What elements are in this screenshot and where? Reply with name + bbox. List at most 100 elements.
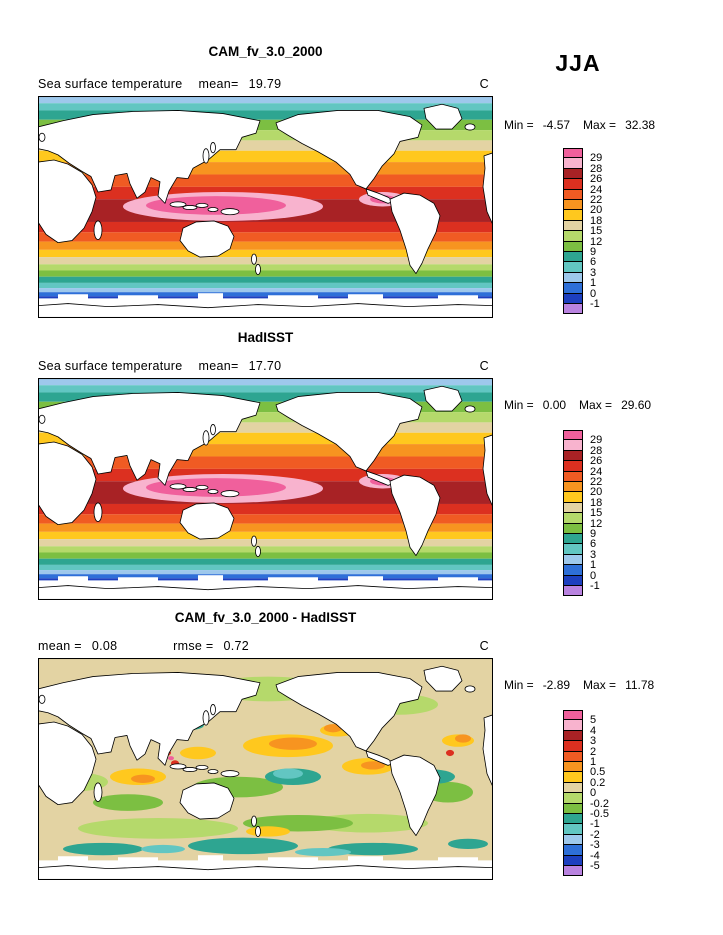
colorbar-cell	[563, 730, 583, 742]
colorbar-cell	[563, 272, 583, 284]
panel1-title: CAM_fv_3.0_2000	[208, 44, 323, 59]
units-label: C	[479, 639, 489, 653]
colorbar-cell	[563, 544, 583, 555]
colorbar-cell	[563, 231, 583, 242]
variable-label: Sea surface temperature	[38, 359, 183, 373]
mean-label: mean=	[198, 77, 239, 91]
colorbar-cell	[563, 720, 583, 731]
colorbar-cell	[563, 565, 583, 576]
colorbar-cell	[563, 482, 583, 493]
panel2-colorbar: 29 28 26 24 22 20 18 15 12 9 6 3 1 0 -1	[563, 430, 633, 598]
colorbar-tick-label: -5	[590, 860, 600, 872]
colorbar-tick-label: 0.5	[590, 766, 606, 779]
colorbar-cell	[563, 834, 583, 846]
colorbar-tick-label: 3	[590, 735, 597, 748]
colorbar-tick-label: 9	[590, 246, 597, 258]
colorbar-cell	[563, 179, 583, 190]
colorbar-tick-label: 26	[590, 173, 603, 186]
panel2-subtitle-row: Sea surface temperature mean= 17.70 C	[38, 359, 493, 373]
colorbar-tick-label: -0.2	[590, 797, 609, 810]
colorbar-cell	[563, 762, 583, 773]
max-label: Max =	[579, 398, 613, 412]
colorbar-cell	[563, 189, 583, 200]
panel1-minmax: Min = -4.57 Max = 32.38	[504, 118, 655, 132]
map-frame	[38, 96, 493, 318]
sst-map-obs	[38, 378, 493, 600]
panel1-colorbar: 29 28 26 24 22 20 18 15 12 9 6 3 1 0 -1	[563, 148, 633, 316]
map-frame	[38, 378, 493, 600]
mean-stat: mean= 17.70	[198, 359, 281, 373]
max-value: 29.60	[621, 398, 652, 412]
max-label: Max =	[583, 678, 617, 692]
colorbar-cell	[563, 210, 583, 221]
colorbar-tick-label: 12	[590, 235, 603, 248]
colorbar-cell	[563, 450, 583, 462]
colorbar-tick-label: -0.5	[590, 808, 609, 820]
colorbar-tick-label: 0	[590, 569, 597, 582]
rmse-stat: rmse = 0.72	[173, 639, 249, 653]
colorbar-cell	[563, 513, 583, 524]
rmse-label: rmse =	[173, 639, 214, 653]
colorbar-tick-label: -3	[590, 839, 600, 852]
variable-label: Sea surface temperature	[38, 77, 183, 91]
colorbar-cell	[563, 283, 583, 294]
panel3-title: CAM_fv_3.0_2000 - HadISST	[174, 610, 357, 625]
colorbar-cell	[563, 220, 583, 232]
colorbar-cell	[563, 471, 583, 482]
colorbar-cell	[563, 782, 583, 794]
max-value: 11.78	[625, 678, 655, 692]
units-label: C	[479, 77, 489, 91]
max-label: Max =	[583, 118, 617, 132]
map-frame	[38, 658, 493, 880]
min-label: Min =	[504, 678, 534, 692]
panel3-minmax: Min = -2.89 Max = 11.78	[504, 678, 654, 692]
colorbar-cell	[563, 200, 583, 211]
colorbar-cell	[563, 772, 583, 783]
colorbar-tick-label: 15	[590, 225, 603, 238]
colorbar-cell	[563, 855, 583, 866]
mean-value: 0.08	[91, 639, 118, 653]
colorbar-cell	[563, 430, 583, 441]
colorbar-tick-label: 20	[590, 486, 603, 499]
colorbar-cell	[563, 304, 583, 315]
min-label: Min =	[504, 118, 534, 132]
colorbar-cell	[563, 586, 583, 597]
panel2-minmax: Min = 0.00 Max = 29.60	[504, 398, 651, 412]
colorbar-tick-label: 26	[590, 455, 603, 468]
panel3-stats-row: mean = 0.08 rmse = 0.72 C	[38, 639, 493, 653]
season-label: JJA	[555, 50, 601, 76]
colorbar-tick-label: 0.2	[590, 776, 606, 789]
panel3-colorbar: 5 4 3 2 1 0.5 0.2 0 -0.2 -0.5 -1 -2 -3 -4 -5	[563, 710, 633, 878]
colorbar-tick-label: 29	[590, 434, 603, 447]
colorbar-tick-label: 2	[590, 745, 597, 758]
colorbar-cell	[563, 751, 583, 762]
colorbar-cell	[563, 168, 583, 180]
colorbar-tick-label: 5	[590, 714, 597, 727]
mean-label: mean =	[38, 639, 82, 653]
colorbar-cell	[563, 575, 583, 586]
colorbar-tick-label: -1	[590, 818, 600, 831]
colorbar-cell	[563, 461, 583, 472]
colorbar-tick-label: -4	[590, 849, 600, 862]
sst-difference-map	[38, 658, 493, 880]
colorbar-tick-label: 29	[590, 152, 603, 165]
colorbar-tick-label: 0	[590, 787, 597, 800]
colorbar-tick-label: 28	[590, 444, 603, 457]
colorbar-cell	[563, 534, 583, 545]
units-label: C	[479, 359, 489, 373]
colorbar-tick-label: -1	[590, 298, 600, 310]
colorbar-tick-label: 22	[590, 194, 603, 206]
rmse-value: 0.72	[223, 639, 250, 653]
colorbar-cell	[563, 803, 583, 814]
colorbar-cell	[563, 710, 583, 721]
mean-stat: mean = 0.08	[38, 639, 117, 653]
colorbar-cell	[563, 148, 583, 159]
colorbar-cell	[563, 824, 583, 835]
mean-label: mean=	[198, 359, 239, 373]
panel1-subtitle-row: Sea surface temperature mean= 19.79 C	[38, 77, 493, 91]
colorbar-cell	[563, 554, 583, 566]
colorbar-cell	[563, 866, 583, 877]
min-value: 0.00	[542, 398, 567, 412]
colorbar-tick-label: 15	[590, 507, 603, 520]
colorbar-cell	[563, 293, 583, 304]
